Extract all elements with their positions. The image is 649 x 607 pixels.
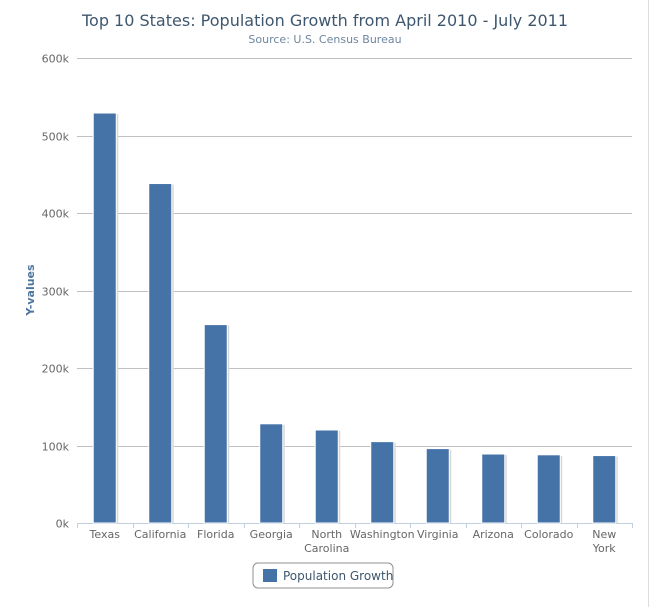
x-tick-label: Georgia xyxy=(250,528,293,541)
x-tick-label: Virginia xyxy=(417,528,458,541)
bar-california xyxy=(148,183,173,524)
y-tick-label: 300k xyxy=(42,286,70,299)
x-tick-label: North Carolina xyxy=(304,528,349,555)
y-tick-label: 600k xyxy=(42,53,70,66)
y-tick-label: 0k xyxy=(56,518,70,531)
x-tick-label: Washington xyxy=(350,528,415,541)
y-tick-label: 200k xyxy=(42,363,70,376)
y-tick-label: 100k xyxy=(42,441,70,454)
x-tick-label-line: Texas xyxy=(89,528,121,541)
bar-washington xyxy=(370,441,395,524)
bar-new-york xyxy=(592,455,617,524)
x-tick-label-line: Carolina xyxy=(304,542,349,555)
x-tick-label-line: Georgia xyxy=(250,528,293,541)
bar-florida xyxy=(203,324,228,524)
x-tick-label-line: Washington xyxy=(350,528,415,541)
x-tick-label: California xyxy=(134,528,186,541)
x-tick-label: Arizona xyxy=(473,528,514,541)
x-tick-label-line: North xyxy=(311,528,342,541)
legend-box xyxy=(252,562,394,589)
bar-arizona xyxy=(481,453,506,524)
y-tick-label: 500k xyxy=(42,131,70,144)
y-tick-label: 400k xyxy=(42,208,70,221)
x-tick-label-line: New xyxy=(592,528,616,541)
bar-virginia xyxy=(425,448,450,524)
x-tick-label-line: Arizona xyxy=(473,528,514,541)
legend-label[interactable]: Population Growth xyxy=(283,569,393,583)
x-tick-label: New York xyxy=(592,528,617,555)
bar-texas xyxy=(92,112,117,524)
legend-swatch xyxy=(263,569,277,582)
x-tick-label-line: York xyxy=(592,542,617,555)
legend[interactable]: Population Growth xyxy=(252,562,394,589)
bar-colorado xyxy=(536,454,561,524)
x-tick-label: Florida xyxy=(197,528,234,541)
x-tick-label-line: California xyxy=(134,528,186,541)
x-tick-label-line: Colorado xyxy=(524,528,573,541)
x-tick-label: Colorado xyxy=(524,528,573,541)
bar-georgia xyxy=(259,423,284,524)
chart-subtitle: Source: U.S. Census Bureau xyxy=(248,33,401,46)
bar-north-carolina xyxy=(314,429,339,524)
x-tick-label-line: Virginia xyxy=(417,528,458,541)
x-tick-label-line: Florida xyxy=(197,528,234,541)
x-tick-label: Texas xyxy=(89,528,121,541)
y-axis-label: Y-values xyxy=(24,264,37,317)
chart-title: Top 10 States: Population Growth from Ap… xyxy=(81,11,568,30)
